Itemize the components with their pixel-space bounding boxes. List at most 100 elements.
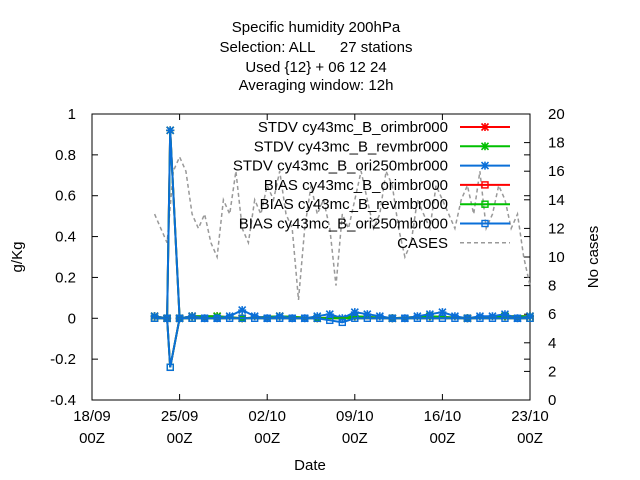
data-point <box>413 314 422 322</box>
series-6 <box>153 155 531 300</box>
x-tick-label: 16/10 <box>424 408 462 425</box>
data-point <box>488 312 497 321</box>
axes: -0.4-0.200.20.40.60.81024681012141618201… <box>50 106 565 447</box>
data-point <box>463 314 472 322</box>
series-3 <box>150 314 534 372</box>
data-point <box>500 310 510 319</box>
x-tick-label: 23/10 <box>511 408 549 425</box>
legend-label: STDV cy43mc_B_orimbr000 <box>258 119 448 136</box>
series-5 <box>150 314 534 372</box>
title-line: Selection: ALL 27 stations <box>220 39 413 56</box>
x-tick-label: 00Z <box>167 430 193 447</box>
x-tick-label: 00Z <box>254 430 280 447</box>
data-point <box>363 310 372 319</box>
data-point <box>313 312 322 321</box>
y2-tick-label: 2 <box>548 363 556 380</box>
x-tick-label: 25/09 <box>161 408 199 425</box>
data-point <box>475 312 485 321</box>
data-point <box>275 312 284 321</box>
series-line <box>153 155 531 300</box>
data-point <box>166 126 175 135</box>
data-point <box>525 312 535 321</box>
legend-label: STDV cy43mc_B_revmbr000 <box>254 138 448 155</box>
data-point <box>150 312 159 321</box>
data-point <box>426 314 434 322</box>
data-point <box>166 363 174 372</box>
y-tick-label: 1 <box>68 106 76 123</box>
data-point <box>413 312 422 321</box>
y2-tick-label: 14 <box>548 192 565 209</box>
x-tick-label: 00Z <box>79 430 105 447</box>
y2-tick-label: 0 <box>548 392 556 409</box>
series-4 <box>150 314 534 372</box>
data-point <box>276 314 284 322</box>
data-point <box>476 314 484 322</box>
y-tick-label: 0.8 <box>55 147 76 164</box>
title-line: Used {12} + 06 12 24 <box>245 59 386 76</box>
data-point <box>450 312 459 321</box>
title-line: Averaging window: 12h <box>239 77 394 94</box>
title-line: Specific humidity 200hPa <box>232 19 401 36</box>
data-point <box>238 306 247 315</box>
legend-label: CASES <box>397 235 448 252</box>
data-point <box>250 312 259 321</box>
data-point <box>351 314 359 322</box>
data-point <box>376 314 384 322</box>
data-point <box>200 314 209 322</box>
legend: STDV cy43mc_B_orimbr000 STDV cy43mc_B_rev… <box>233 119 510 252</box>
y2-axis-label: No cases <box>585 226 602 289</box>
x-tick-label: 00Z <box>342 430 368 447</box>
y2-tick-label: 12 <box>548 220 565 237</box>
data-point <box>188 312 197 321</box>
x-tick-label: 00Z <box>517 430 543 447</box>
y-tick-label: 0.4 <box>55 229 76 246</box>
data-point <box>263 314 271 322</box>
data-point <box>238 314 246 322</box>
data-point <box>480 161 490 170</box>
data-point <box>350 308 359 317</box>
data-point <box>188 314 196 322</box>
data-point <box>213 314 221 322</box>
y2-tick-label: 4 <box>548 335 556 352</box>
y-tick-label: 0 <box>68 310 76 327</box>
series-line <box>154 317 530 368</box>
y2-tick-label: 6 <box>548 306 556 323</box>
data-point <box>501 314 509 322</box>
data-point <box>401 314 409 322</box>
data-point <box>175 314 184 322</box>
data-point <box>481 181 489 189</box>
data-point <box>481 219 489 228</box>
data-point <box>480 122 490 132</box>
series-layer <box>150 126 535 372</box>
data-point <box>438 308 447 317</box>
legend-label: STDV cy43mc_B_ori250mbr000 <box>233 158 448 175</box>
x-tick-label: 00Z <box>429 430 455 447</box>
y2-tick-label: 20 <box>548 106 565 123</box>
data-point <box>150 314 159 322</box>
y2-tick-label: 16 <box>548 163 565 180</box>
data-point <box>375 312 384 321</box>
y-tick-label: 0.6 <box>55 188 76 205</box>
data-point <box>480 142 490 151</box>
legend-label: BIAS cy43mc_B_ori250mbr000 <box>239 216 448 233</box>
data-point <box>326 316 334 325</box>
y2-tick-label: 18 <box>548 135 565 152</box>
y-tick-label: -0.2 <box>50 351 76 368</box>
data-point <box>481 200 489 208</box>
data-point <box>288 314 296 322</box>
y-tick-label: -0.4 <box>50 392 76 409</box>
data-point <box>513 314 522 322</box>
data-point <box>225 312 234 321</box>
legend-label: BIAS cy43mc_B_orimbr000 <box>264 177 448 194</box>
data-point <box>250 314 259 322</box>
legend-label: BIAS cy43mc_B_revmbr000 <box>260 196 448 213</box>
data-point <box>163 314 171 322</box>
data-point <box>451 314 459 322</box>
data-point <box>526 314 534 322</box>
x-tick-label: 18/09 <box>73 408 111 425</box>
data-point <box>225 314 234 322</box>
data-point <box>338 318 346 327</box>
chart-title: Specific humidity 200hPa Selection: ALL … <box>220 19 413 94</box>
y-tick-label: 0.2 <box>55 269 76 286</box>
